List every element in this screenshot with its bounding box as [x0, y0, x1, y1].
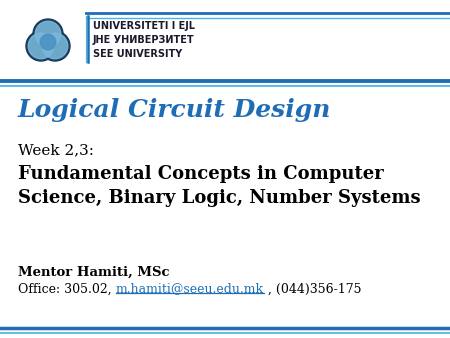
Circle shape	[40, 31, 70, 61]
Text: m.hamiti@seeu.edu.mk: m.hamiti@seeu.edu.mk	[116, 283, 264, 295]
Circle shape	[26, 31, 56, 61]
Text: Logical Circuit Design: Logical Circuit Design	[18, 98, 331, 122]
Circle shape	[40, 34, 56, 50]
Text: Fundamental Concepts in Computer
Science, Binary Logic, Number Systems: Fundamental Concepts in Computer Science…	[18, 165, 421, 207]
Text: Week 2,3:: Week 2,3:	[18, 143, 94, 157]
Text: ЈНЕ УНИВЕРЗИТЕТ: ЈНЕ УНИВЕРЗИТЕТ	[93, 35, 194, 45]
Text: SEE UNIVERSITY: SEE UNIVERSITY	[93, 49, 182, 59]
Text: , (044)356-175: , (044)356-175	[264, 283, 361, 295]
Text: Office: 305.02,: Office: 305.02,	[18, 283, 116, 295]
Text: UNIVERSITETI I EJL: UNIVERSITETI I EJL	[93, 21, 195, 31]
Circle shape	[33, 19, 63, 49]
Text: Mentor Hamiti, MSc: Mentor Hamiti, MSc	[18, 266, 170, 279]
Circle shape	[35, 21, 61, 47]
Circle shape	[42, 33, 68, 59]
Circle shape	[28, 33, 54, 59]
